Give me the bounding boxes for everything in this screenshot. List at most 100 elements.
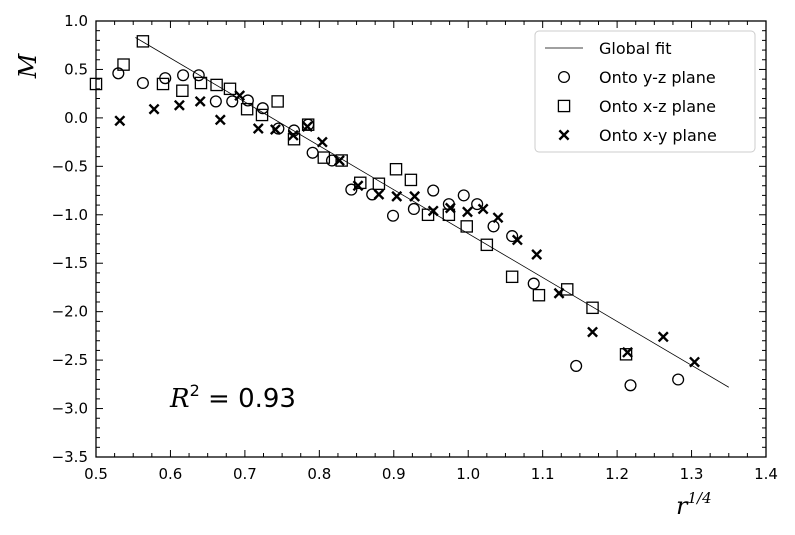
legend-frame: [534, 30, 756, 153]
x-axis-label: r1/4: [676, 489, 712, 520]
circle-point: [306, 146, 319, 159]
circle-point: [256, 102, 269, 115]
legend-entry: Onto x-z plane: [557, 97, 716, 116]
cross-point: [352, 180, 364, 192]
circle-point: [136, 76, 149, 90]
circle-point: [527, 277, 540, 290]
series-square: [89, 35, 633, 361]
x-tick-label: 1.3: [680, 465, 704, 483]
y-tick-label: −2.0: [52, 303, 88, 321]
x-tick-label: 1.2: [605, 465, 629, 483]
y-tick-label: −3.0: [52, 400, 88, 418]
circle-point: [345, 183, 358, 196]
y-tick-label: 0.0: [64, 109, 88, 127]
axis-ticks: [95, 20, 767, 458]
cross-point: [409, 190, 421, 202]
cross-point: [269, 124, 281, 135]
square-point: [389, 162, 403, 176]
y-tick-label: 1.0: [64, 12, 88, 30]
data-marks: [89, 35, 700, 392]
cross-point: [553, 287, 565, 299]
circle-point: [427, 184, 440, 197]
cross-point: [531, 249, 543, 260]
square-point: [117, 58, 130, 71]
cross-point: [194, 95, 206, 107]
x-tick-label: 0.9: [382, 465, 406, 483]
circle-point: [624, 379, 637, 392]
square-point: [194, 76, 208, 90]
square-point: [271, 95, 284, 108]
x-tick-label: 1.4: [754, 465, 778, 483]
square-point: [586, 301, 599, 315]
series-circle: [112, 67, 685, 392]
circle-point: [506, 230, 519, 243]
circle-point: [672, 373, 685, 386]
y-tick-label: −1.5: [52, 254, 88, 272]
square-point: [421, 208, 435, 222]
circle-point: [570, 359, 583, 372]
square-point: [156, 77, 170, 91]
x-tick-label: 0.8: [307, 465, 331, 483]
legend-entry: Onto x-y plane: [558, 126, 717, 145]
square-point: [335, 154, 348, 167]
cross-point: [214, 114, 226, 126]
legend-entry: Global fit: [545, 39, 671, 58]
cross-point: [657, 331, 669, 343]
square-point: [176, 84, 189, 98]
circle-point: [226, 95, 239, 108]
legend-label: Onto x-y plane: [599, 126, 717, 145]
cross-point: [427, 205, 439, 217]
circle-point: [407, 202, 420, 216]
square-point: [532, 288, 546, 302]
cross-point: [234, 90, 246, 102]
cross-point: [252, 123, 264, 134]
cross-point: [444, 202, 456, 214]
square-point: [372, 177, 386, 191]
circle-point: [192, 69, 205, 82]
square-point: [505, 270, 519, 284]
square-point: [136, 35, 150, 48]
cross-point: [333, 155, 345, 166]
square-point: [223, 82, 237, 96]
y-tick-label: −0.5: [52, 157, 88, 175]
legend-label: Onto y-z plane: [599, 68, 716, 87]
square-point: [460, 220, 473, 233]
circle-point: [177, 69, 190, 82]
cross-point: [114, 115, 126, 127]
cross-point: [301, 121, 313, 133]
circle-point: [487, 220, 500, 233]
circle-point: [471, 198, 484, 211]
cross-point: [622, 346, 633, 358]
cross-point: [477, 203, 489, 215]
x-tick-label: 0.7: [233, 465, 257, 483]
cross-point: [148, 103, 160, 115]
cross-point: [173, 99, 185, 111]
circle-point: [209, 95, 222, 108]
tick-labels: 0.5 0.6 0.7 0.8 0.9 1.0 1.1 1.2 1.3 1.4 1.0 0.5 0.0 −…: [52, 12, 778, 483]
y-axis-label: M: [14, 52, 42, 79]
square-point: [210, 78, 223, 92]
cross-point: [316, 136, 328, 148]
x-tick-label: 0.6: [159, 465, 183, 483]
y-tick-label: −2.5: [52, 351, 88, 369]
y-tick-label: −3.5: [52, 448, 88, 466]
r-squared-annotation: R2 = 0.93: [169, 381, 296, 414]
series-cross: [114, 90, 700, 368]
square-point: [619, 348, 633, 361]
cross-point: [492, 212, 504, 224]
legend-entry: Onto y-z plane: [557, 68, 716, 87]
x-tick-label: 1.0: [456, 465, 480, 483]
x-tick-label: 0.5: [84, 465, 108, 483]
circle-point: [457, 189, 470, 202]
square-point: [404, 173, 418, 187]
y-tick-label: −1.0: [52, 206, 88, 224]
legend-square-swatch: [557, 99, 571, 113]
circle-point: [241, 94, 254, 107]
cross-point: [587, 326, 598, 338]
y-tick-label: 0.5: [64, 60, 88, 78]
legend-label: Onto x-z plane: [599, 97, 716, 116]
circle-point: [386, 209, 400, 222]
legend: Global fit Onto y-z plane Onto x-z plane On…: [534, 30, 756, 153]
circle-point: [325, 154, 339, 167]
